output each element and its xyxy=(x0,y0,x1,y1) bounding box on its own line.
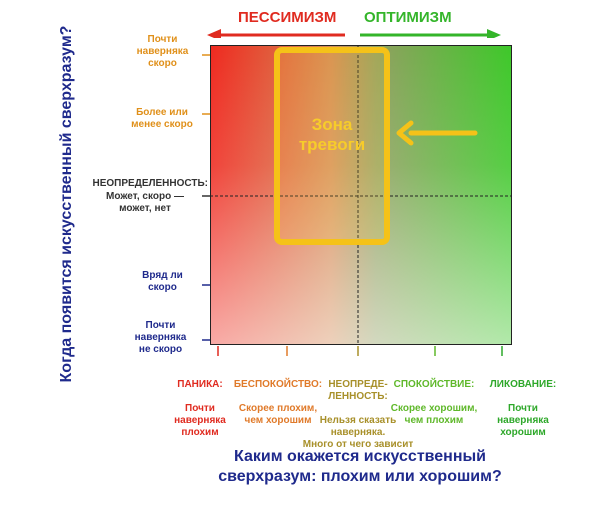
x-label-uncertainty-title: НЕОПРЕДЕ- ЛЕННОСТЬ: xyxy=(328,379,388,402)
x-label-jubilation: ЛИКОВАНИЕ: Почти наверняка хорошим xyxy=(482,367,564,451)
x-label-worry-text: Скорее плохим, чем хорошим xyxy=(238,403,318,426)
x-label-uncertainty: НЕОПРЕДЕ- ЛЕННОСТЬ: Нельзя сказать навер… xyxy=(292,367,424,463)
x-label-calm-text: Скорее хорошим, чем плохим xyxy=(390,403,478,426)
x-label-worry-title: БЕСПОКОЙСТВО: xyxy=(233,379,323,390)
x-axis-title-line2: сверхразум: плохим или хорошим? xyxy=(218,468,502,485)
x-label-calm: СПОКОЙСТВИЕ: Скорее хорошим, чем плохим xyxy=(384,367,484,439)
x-label-uncertainty-text: Нельзя сказать наверняка. Много от чего … xyxy=(302,415,414,450)
y-label-more-or-less-soon: Более или менее скоро xyxy=(131,107,193,130)
x-label-panic: ПАНИКА: Почти наверняка плохим xyxy=(170,367,230,451)
x-label-worry: БЕСПОКОЙСТВО: Скорее плохим, чем хорошим xyxy=(232,367,324,439)
y-label-almost-certainly-not-soon: Почти наверняка не скоро xyxy=(134,320,187,355)
x-axis-title: Каким окажется искусственный сверхразум:… xyxy=(150,447,570,487)
optimism-arrow-icon xyxy=(360,29,501,38)
x-label-panic-text: Почти наверняка плохим xyxy=(174,403,226,438)
y-label-almost-certainly-soon: Почти наверняка скоро xyxy=(136,34,189,69)
y-label-uncertainty-title: НЕОПРЕДЕЛЕННОСТЬ: xyxy=(92,178,209,189)
x-label-jubilation-text: Почти наверняка хорошим xyxy=(497,403,549,438)
grid-guides xyxy=(202,45,512,356)
arrow-left-icon xyxy=(396,120,478,146)
quadrant-grid xyxy=(210,45,512,345)
anxiety-zone xyxy=(274,47,390,245)
x-label-calm-title: СПОКОЙСТВИЕ: xyxy=(393,379,475,390)
y-axis-title: Когда появится искусственный сверхразум? xyxy=(58,25,75,383)
optimism-label: ОПТИМИЗМ xyxy=(364,9,452,26)
y-label-unlikely-soon: Вряд ли скоро xyxy=(142,270,183,293)
anxiety-zone-label: Зона тревоги xyxy=(298,115,366,154)
x-label-panic-title: ПАНИКА: xyxy=(177,379,223,390)
header-arrows xyxy=(207,29,501,38)
y-label-uncertainty-text: Может, скоро — может, нет xyxy=(106,191,184,214)
x-axis-title-line1: Каким окажется искусственный xyxy=(233,448,486,465)
x-label-jubilation-title: ЛИКОВАНИЕ: xyxy=(489,379,557,390)
pessimism-arrow-icon xyxy=(207,29,345,38)
pessimism-label: ПЕССИМИЗМ xyxy=(238,9,337,26)
